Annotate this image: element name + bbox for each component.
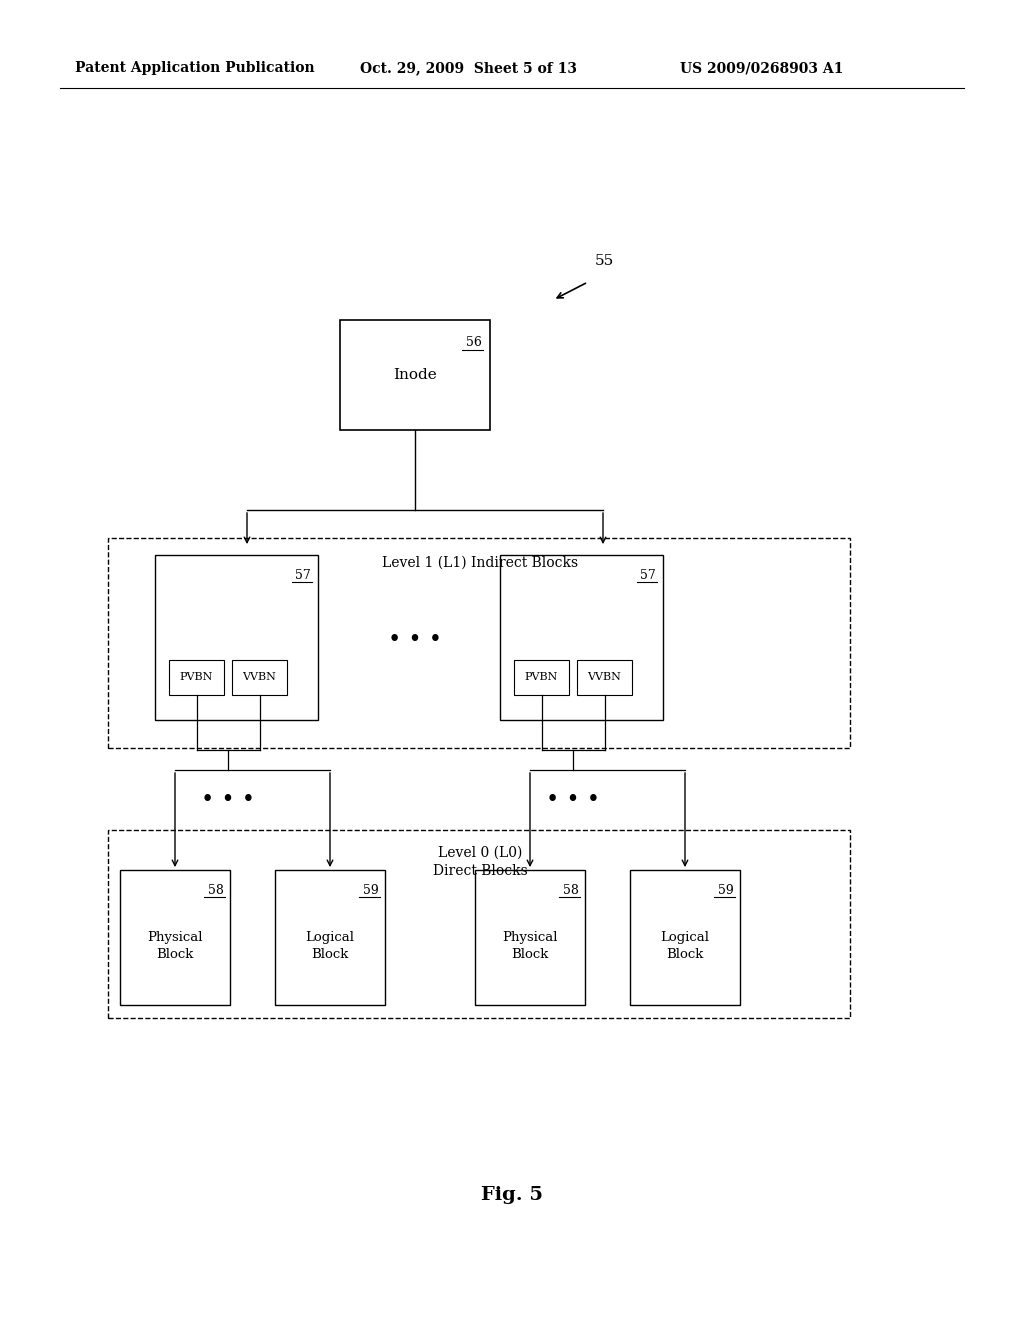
Text: Logical
Block: Logical Block (305, 931, 354, 961)
Text: US 2009/0268903 A1: US 2009/0268903 A1 (680, 61, 844, 75)
Text: 55: 55 (595, 253, 614, 268)
Bar (475, 870, 585, 1005)
Bar (155, 554, 318, 719)
Text: Oct. 29, 2009  Sheet 5 of 13: Oct. 29, 2009 Sheet 5 of 13 (360, 61, 577, 75)
Text: • • •: • • • (388, 630, 442, 651)
Text: Physical
Block: Physical Block (502, 931, 558, 961)
Text: 59: 59 (718, 884, 734, 898)
Text: Direct Blocks: Direct Blocks (432, 865, 527, 878)
Bar (514, 660, 569, 696)
Bar (340, 319, 490, 430)
Text: Level 0 (L0): Level 0 (L0) (438, 846, 522, 861)
Text: Patent Application Publication: Patent Application Publication (75, 61, 314, 75)
Bar (630, 870, 740, 1005)
Bar (108, 830, 850, 1018)
Text: Logical
Block: Logical Block (660, 931, 710, 961)
Bar (275, 870, 385, 1005)
Text: VVBN: VVBN (588, 672, 622, 682)
Text: 59: 59 (364, 884, 379, 898)
Text: Fig. 5: Fig. 5 (481, 1185, 543, 1204)
Bar (232, 660, 287, 696)
Text: • • •: • • • (546, 789, 600, 810)
Text: PVBN: PVBN (525, 672, 558, 682)
Text: 56: 56 (466, 337, 482, 348)
Bar (120, 870, 230, 1005)
Text: • • •: • • • (201, 789, 255, 810)
Text: 58: 58 (563, 884, 579, 898)
Bar (169, 660, 224, 696)
Bar (108, 539, 850, 748)
Text: Physical
Block: Physical Block (147, 931, 203, 961)
Text: PVBN: PVBN (180, 672, 213, 682)
Text: VVBN: VVBN (243, 672, 276, 682)
Text: Level 1 (L1) Indirect Blocks: Level 1 (L1) Indirect Blocks (382, 556, 579, 570)
Text: 57: 57 (640, 569, 656, 582)
Bar (577, 660, 632, 696)
Bar (500, 554, 663, 719)
Text: Inode: Inode (393, 368, 437, 381)
Text: 58: 58 (208, 884, 224, 898)
Text: 57: 57 (295, 569, 311, 582)
